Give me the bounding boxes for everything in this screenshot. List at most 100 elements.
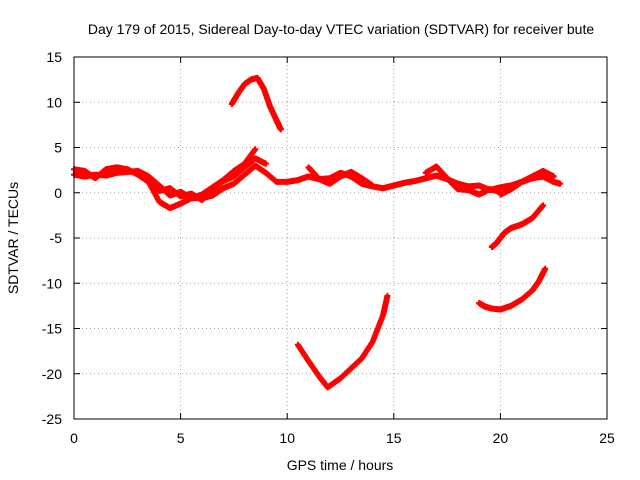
y-tick-label: -15	[42, 321, 62, 337]
series-markers	[228, 74, 284, 133]
data-point	[413, 179, 417, 183]
data-point	[381, 186, 385, 190]
y-tick-label: -10	[42, 275, 62, 291]
data-point	[147, 180, 151, 184]
data-point	[242, 82, 247, 86]
x-tick-label: 20	[493, 430, 509, 446]
data-point	[274, 180, 279, 184]
data-point	[83, 169, 87, 173]
y-axis-label: SDTVAR / TECUs	[5, 182, 21, 294]
data-point	[147, 174, 151, 179]
data-point	[189, 196, 193, 200]
data-point	[236, 91, 240, 95]
data-point	[498, 307, 502, 312]
data-point	[168, 186, 172, 190]
data-point	[494, 241, 498, 246]
data-point	[360, 182, 364, 186]
data-point	[328, 182, 332, 186]
y-tick-label: 5	[54, 140, 62, 156]
data-point	[338, 174, 343, 179]
data-point	[253, 156, 257, 160]
data-point	[253, 147, 257, 151]
data-point	[360, 356, 364, 360]
data-point	[434, 164, 439, 169]
data-point	[189, 192, 193, 196]
data-point	[179, 202, 183, 206]
data-point	[306, 165, 311, 170]
plot-frame	[73, 56, 608, 420]
x-tick-label: 15	[386, 430, 402, 446]
data-point	[93, 176, 97, 180]
data-point	[249, 78, 253, 82]
data-point	[104, 173, 108, 178]
data-point	[466, 188, 471, 192]
data-point	[328, 176, 332, 180]
data-point	[279, 127, 283, 131]
data-point	[268, 105, 272, 109]
series-band-d	[305, 164, 376, 189]
data-point	[370, 183, 375, 188]
data-point	[179, 194, 183, 198]
data-point	[255, 76, 259, 80]
series-band-f	[497, 168, 557, 198]
data-point	[264, 162, 268, 166]
x-axis-label: GPS time / hours	[287, 457, 394, 473]
data-point	[168, 206, 172, 210]
y-tick-label: -25	[42, 411, 62, 427]
data-point	[558, 182, 562, 186]
data-point	[385, 294, 390, 298]
data-point	[232, 174, 236, 179]
data-point	[381, 313, 385, 317]
data-point	[230, 102, 234, 106]
data-point	[296, 178, 300, 182]
data-point	[115, 171, 119, 175]
data-point	[296, 343, 300, 347]
data-point	[210, 193, 215, 198]
data-point	[264, 171, 268, 175]
data-point	[543, 267, 547, 271]
data-point	[210, 185, 215, 189]
data-point	[370, 340, 375, 344]
data-point	[392, 183, 396, 188]
data-point	[306, 174, 311, 179]
data-point	[253, 164, 257, 168]
data-point	[157, 183, 161, 188]
data-point	[483, 305, 488, 309]
data-point	[509, 187, 513, 191]
data-point	[262, 87, 266, 91]
y-tick-label: -5	[50, 230, 63, 246]
data-point	[477, 301, 481, 305]
data-point	[541, 174, 545, 179]
plot-series	[71, 74, 564, 391]
y-tick-label: -20	[42, 366, 62, 382]
data-point	[541, 169, 545, 173]
data-point	[537, 279, 541, 284]
data-point	[520, 297, 524, 302]
data-point	[552, 174, 556, 179]
series-arc-neg	[476, 265, 549, 313]
x-tick-label: 25	[599, 430, 615, 446]
data-point	[530, 174, 534, 179]
series-markers	[294, 292, 391, 391]
data-point	[232, 182, 236, 186]
data-point	[242, 173, 247, 177]
data-point	[520, 180, 524, 184]
data-point	[490, 245, 494, 249]
x-tick-label: 5	[177, 430, 185, 446]
data-point	[200, 198, 204, 202]
data-point	[552, 180, 556, 184]
data-point	[157, 189, 161, 193]
data-point	[317, 177, 321, 181]
y-tick-label: 15	[46, 49, 62, 65]
data-point	[424, 176, 428, 180]
data-point	[157, 200, 161, 204]
data-point	[115, 165, 119, 170]
data-point	[221, 178, 225, 182]
data-point	[456, 187, 460, 191]
data-point	[168, 193, 172, 198]
data-point	[306, 359, 311, 363]
data-point	[541, 203, 545, 208]
data-point	[136, 173, 140, 177]
data-point	[488, 187, 492, 191]
